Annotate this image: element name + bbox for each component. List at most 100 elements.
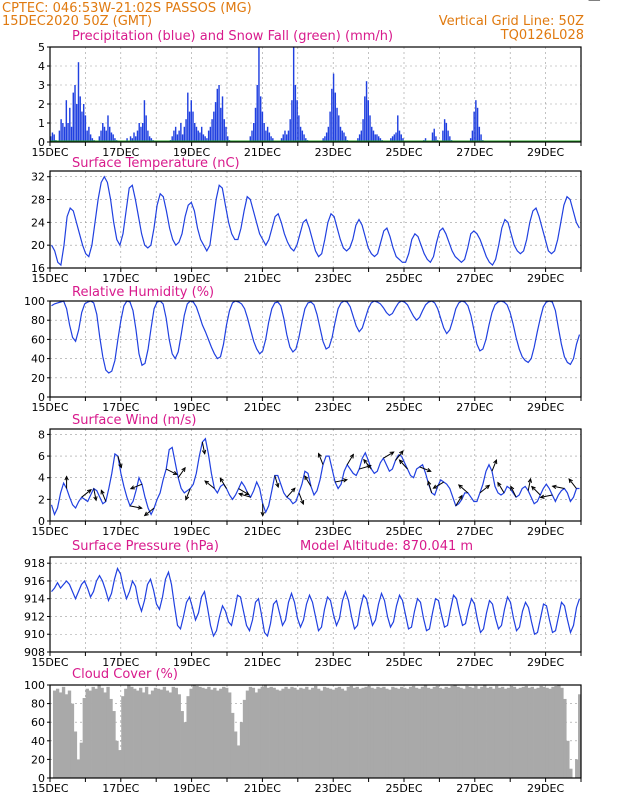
wind-arrow-head (317, 452, 322, 458)
wind-arrow-shaft (540, 494, 553, 498)
y-tick-label: 100 (24, 295, 45, 308)
cloud-column (471, 687, 475, 778)
cloud-column (168, 692, 173, 778)
wind-arrow (346, 453, 354, 465)
x-tick-label: 29DEC (527, 782, 564, 795)
cloud-column (52, 690, 57, 778)
cloud-column (569, 768, 573, 778)
x-tick-label: 23DEC (315, 272, 352, 285)
precip-bar (63, 126, 66, 142)
cloud-column (388, 689, 392, 778)
cloud-column (257, 688, 262, 778)
precip-bar (65, 100, 68, 142)
temp-panel: 16 20 24 28 32 15DEC 17DEC 19DEC 21DEC 23DEC 25DEC… (31, 156, 582, 285)
precip-bar (129, 136, 132, 142)
y-tick-label: 28 (31, 194, 45, 207)
precip-bar (190, 100, 192, 142)
cloud-column (462, 688, 466, 778)
wind-arrow-head (389, 451, 395, 456)
precip-bar (171, 136, 173, 142)
precip-bar (100, 130, 102, 142)
wind-arrow-shaft (395, 450, 404, 461)
x-tick-label: 15DEC (31, 782, 68, 795)
cloud-column (251, 687, 256, 778)
cloud-column (109, 698, 113, 778)
precip-bar (367, 100, 369, 142)
wind-arrow-shaft (363, 459, 372, 470)
wind-arrow (93, 488, 98, 502)
cloud-column (73, 731, 78, 778)
y-tick-label: 40 (31, 353, 45, 366)
wind-arrow (427, 480, 433, 494)
cloud-column (328, 688, 333, 778)
cloud-column (230, 712, 235, 778)
wind-arrow-head (137, 505, 143, 510)
precip-bar (371, 126, 373, 142)
precip-bar (254, 107, 257, 142)
cloud-column (414, 687, 419, 778)
cloud-column (423, 685, 428, 778)
x-tick-label: 27DEC (456, 782, 493, 795)
precip-bar (475, 100, 477, 142)
x-tick-label: 29DEC (527, 656, 564, 669)
y-tick-label: 914 (24, 593, 45, 606)
cloud-column (468, 686, 472, 778)
wind-title: Surface Wind (m/s) (72, 413, 196, 428)
cloud-column (509, 685, 514, 778)
precip-bar (213, 111, 215, 142)
precip-bar (272, 138, 274, 142)
wind-arrow-shaft (144, 507, 155, 516)
cloud-column (67, 690, 72, 778)
wind-arrow-head (458, 494, 463, 500)
cloud-column (316, 688, 321, 778)
pressure-series-line (51, 566, 581, 638)
cloud-column (287, 688, 291, 778)
x-tick-label: 17DEC (102, 656, 139, 669)
wind-arrow-head (244, 491, 250, 496)
precip-bar (82, 104, 85, 142)
precip-bar (289, 119, 291, 142)
wind-arrow-head (93, 496, 98, 502)
x-tick-label: 21DEC (244, 525, 281, 538)
x-tick-label: 17DEC (102, 146, 139, 159)
cloud-column (444, 686, 448, 778)
wind-arrow-shaft (286, 487, 296, 498)
precip-bar (192, 111, 194, 142)
x-tick-label: 27DEC (456, 272, 493, 285)
cloud-column (486, 687, 490, 778)
precip-bar (62, 123, 64, 142)
precip-bar (126, 138, 128, 142)
precip-bar (299, 126, 302, 142)
cloud-column (260, 686, 264, 778)
precip-bar (263, 123, 265, 142)
precip-bar (76, 104, 78, 142)
precip-bar (214, 102, 217, 142)
cloud-column (266, 687, 270, 778)
wind-arrow (335, 478, 349, 483)
wind-arrow-head (181, 466, 186, 472)
cloud-column (82, 698, 86, 778)
cloud-column (186, 696, 190, 778)
cloud-column (477, 688, 481, 778)
cloud-column (311, 687, 315, 778)
rh-frame (49, 300, 582, 398)
precip-bar (445, 123, 448, 142)
cloud-column (474, 685, 478, 778)
cloud-column (141, 692, 146, 778)
precip-bar (147, 130, 149, 142)
precip-bar (187, 92, 189, 142)
precip-bar (296, 100, 298, 142)
wind-arrow (551, 484, 565, 490)
y-tick-label: 0 (38, 772, 45, 785)
precip-bar (270, 136, 272, 142)
wind-arrow (274, 475, 280, 489)
wind-arrow (530, 485, 541, 496)
precip-bar (77, 62, 80, 143)
cloud-column (408, 686, 413, 778)
cloud-column (124, 688, 128, 778)
cloud-column (539, 685, 543, 778)
cloud-column (302, 688, 306, 778)
wind-arrow (363, 458, 372, 470)
precip-bar (364, 96, 366, 142)
